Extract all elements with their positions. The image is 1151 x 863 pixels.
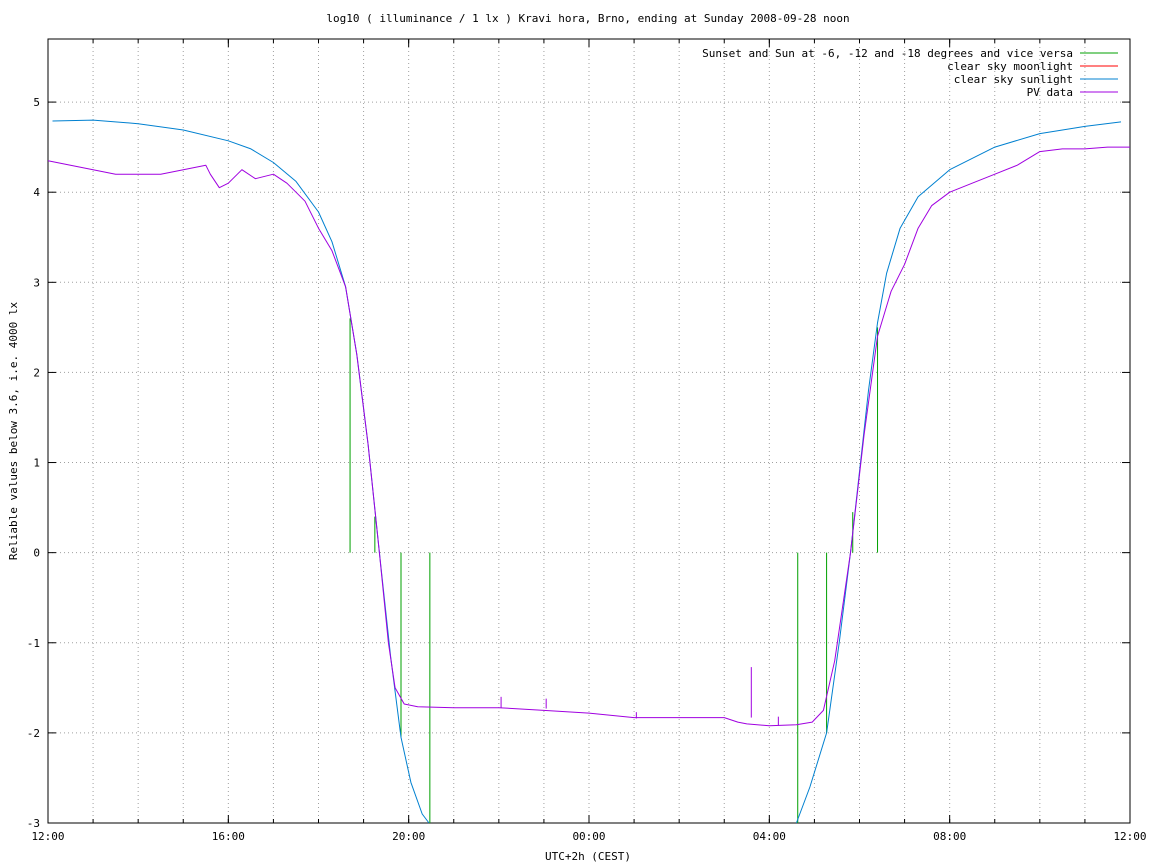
chart-title: log10 ( illuminance / 1 lx ) Kravi hora,… xyxy=(326,12,849,25)
y-tick-label: 5 xyxy=(33,96,40,109)
grid xyxy=(48,39,1130,823)
legend-label: PV data xyxy=(1027,86,1073,99)
y-tick-label: 2 xyxy=(33,366,40,379)
y-tick-label: -1 xyxy=(27,637,40,650)
plot-border xyxy=(47,38,1131,824)
x-tick-label: 20:00 xyxy=(392,830,425,843)
clear-sky-sunlight-line xyxy=(52,119,430,824)
y-tick-label: 0 xyxy=(33,547,40,560)
x-tick-label: 12:00 xyxy=(31,830,64,843)
y-tick-label: -3 xyxy=(27,817,40,830)
x-tick-label: 00:00 xyxy=(572,830,605,843)
y-tick-label: 1 xyxy=(33,457,40,470)
x-axis-label: UTC+2h (CEST) xyxy=(545,850,631,863)
axes: -3 -2 -1 0 1 2 3 4 5 12:00 16:00 20:00 00:00 04:00 08:… xyxy=(27,38,1147,843)
series-layer xyxy=(47,119,1130,824)
x-tick-label: 04:00 xyxy=(753,830,786,843)
x-tick-label: 16:00 xyxy=(212,830,245,843)
legend-label: clear sky moonlight xyxy=(947,60,1073,73)
y-tick-label: 3 xyxy=(33,276,40,289)
y-tick-label: -2 xyxy=(27,727,40,740)
legend-label: Sunset and Sun at -6, -12 and -18 degree… xyxy=(702,47,1073,60)
x-tick-label: 08:00 xyxy=(933,830,966,843)
pv-data-line xyxy=(47,146,1130,727)
x-tick-label: 12:00 xyxy=(1113,830,1146,843)
legend: Sunset and Sun at -6, -12 and -18 degree… xyxy=(702,47,1118,99)
y-tick-label: 4 xyxy=(33,186,40,199)
clear-sky-sunlight-line xyxy=(795,121,1122,824)
y-axis-label: Reliable values below 3.6, i.e. 4000 lx xyxy=(7,301,20,560)
legend-label: clear sky sunlight xyxy=(954,73,1073,86)
